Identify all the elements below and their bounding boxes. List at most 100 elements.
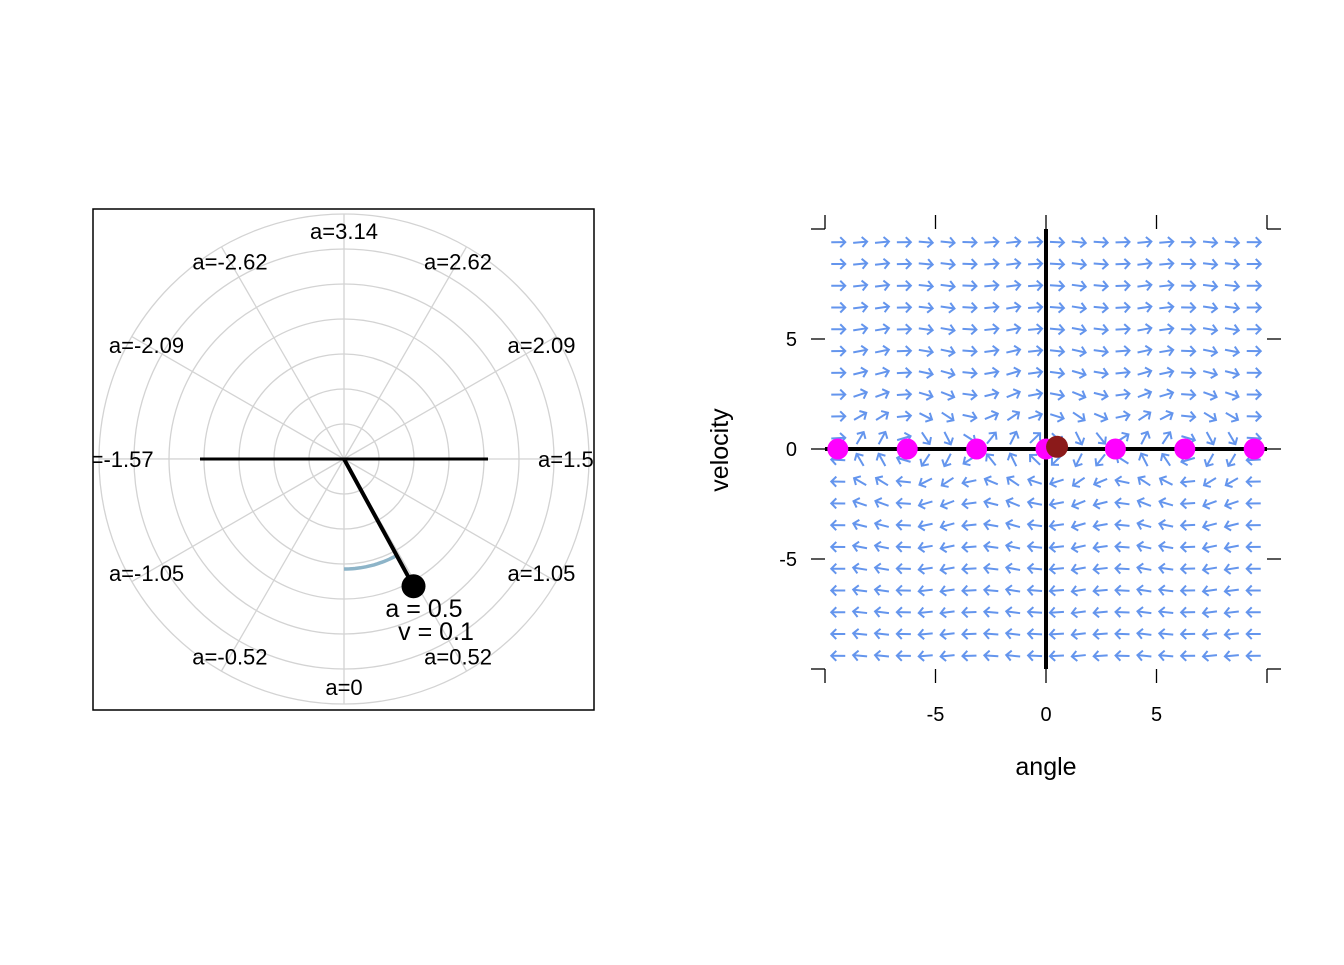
field-arrow xyxy=(1247,564,1261,574)
field-arrow xyxy=(1181,259,1195,269)
field-arrow xyxy=(1225,564,1239,574)
field-arrow xyxy=(1247,477,1261,487)
field-arrow xyxy=(1116,607,1130,617)
field-arrow xyxy=(962,346,976,356)
field-arrow xyxy=(987,433,997,444)
field-arrow xyxy=(1159,281,1173,291)
field-arrow xyxy=(919,390,932,400)
field-arrow xyxy=(1116,237,1130,247)
field-arrow xyxy=(831,346,845,356)
field-arrow xyxy=(1006,563,1020,573)
field-arrow xyxy=(875,302,889,312)
field-arrow xyxy=(1050,412,1063,422)
field-arrow xyxy=(1050,303,1064,313)
field-arrow xyxy=(1028,411,1041,421)
field-arrow xyxy=(1160,389,1173,399)
field-arrow xyxy=(1159,346,1173,356)
field-arrow xyxy=(984,237,998,247)
field-arrow xyxy=(1159,564,1173,574)
field-arrow xyxy=(875,346,889,356)
field-arrow xyxy=(1050,237,1064,247)
field-arrow xyxy=(941,347,955,357)
field-arrow xyxy=(1006,651,1020,661)
field-arrow xyxy=(941,237,955,247)
angle-label: a=1.05 xyxy=(507,561,575,586)
field-arrow xyxy=(1141,432,1150,444)
field-arrow xyxy=(875,281,889,291)
field-arrow xyxy=(1181,368,1195,378)
field-arrow xyxy=(854,389,867,398)
field-arrow xyxy=(875,367,889,377)
field-arrow xyxy=(962,237,976,247)
field-arrow xyxy=(941,564,955,574)
field-arrow xyxy=(1203,259,1217,269)
field-arrow xyxy=(876,476,888,485)
field-arrow xyxy=(984,564,998,574)
field-arrow xyxy=(1072,281,1086,291)
field-arrow xyxy=(1028,368,1042,378)
field-arrow xyxy=(1138,498,1151,507)
field-arrow xyxy=(1203,564,1217,574)
field-arrow xyxy=(1225,347,1239,357)
field-arrow xyxy=(1247,586,1261,596)
field-arrow xyxy=(1007,498,1020,507)
angle-label: a=-0.52 xyxy=(192,644,267,669)
field-arrow xyxy=(831,324,845,334)
field-arrow xyxy=(984,281,998,291)
field-arrow xyxy=(1006,367,1019,377)
field-arrow xyxy=(1139,454,1148,466)
field-arrow xyxy=(963,499,977,509)
field-arrow xyxy=(984,629,998,639)
equilibrium-point xyxy=(827,439,848,460)
field-arrow xyxy=(875,651,889,661)
field-arrow xyxy=(1072,521,1085,531)
field-arrow xyxy=(1094,325,1108,335)
field-arrow xyxy=(1181,477,1195,487)
field-arrow xyxy=(1247,651,1261,661)
field-arrow xyxy=(919,542,933,552)
field-arrow xyxy=(1073,454,1082,467)
grid-spoke xyxy=(222,247,344,459)
field-arrow xyxy=(1094,413,1107,422)
field-arrow xyxy=(1096,454,1106,465)
angle-label: a=1.57 xyxy=(538,447,606,472)
field-arrow xyxy=(1028,389,1042,399)
field-arrow xyxy=(1159,324,1173,334)
field-arrow xyxy=(941,499,954,508)
field-arrow xyxy=(1137,259,1151,269)
field-arrow xyxy=(897,564,911,574)
field-arrow xyxy=(1159,651,1173,661)
field-arrow xyxy=(1226,413,1238,422)
field-arrow xyxy=(1072,651,1086,661)
field-arrow xyxy=(1159,520,1173,530)
field-arrow xyxy=(1116,498,1130,508)
field-arrow xyxy=(919,237,933,247)
field-arrow xyxy=(1137,302,1151,312)
field-arrow xyxy=(1139,476,1151,485)
field-arrow xyxy=(1225,542,1239,552)
y-axis-title: velocity xyxy=(706,408,734,492)
field-arrow xyxy=(879,432,888,444)
field-arrow xyxy=(963,412,977,422)
field-arrow xyxy=(1247,259,1261,269)
field-arrow xyxy=(1116,411,1130,421)
field-arrow xyxy=(1050,477,1063,487)
field-arrow xyxy=(854,476,866,485)
field-arrow xyxy=(919,564,933,574)
current-state-point xyxy=(1046,436,1068,458)
field-arrow xyxy=(1247,390,1261,400)
grid-spoke xyxy=(344,247,466,459)
field-arrow xyxy=(853,520,867,530)
field-arrow xyxy=(1181,237,1195,247)
field-arrow xyxy=(1094,259,1108,269)
field-arrow xyxy=(1181,499,1195,509)
angle-label: a=-1.57 xyxy=(78,447,153,472)
field-arrow xyxy=(897,607,911,617)
field-arrow xyxy=(897,346,911,356)
field-arrow xyxy=(942,454,951,466)
field-arrow xyxy=(1050,324,1064,334)
field-arrow xyxy=(897,629,911,639)
field-arrow xyxy=(1247,237,1261,247)
